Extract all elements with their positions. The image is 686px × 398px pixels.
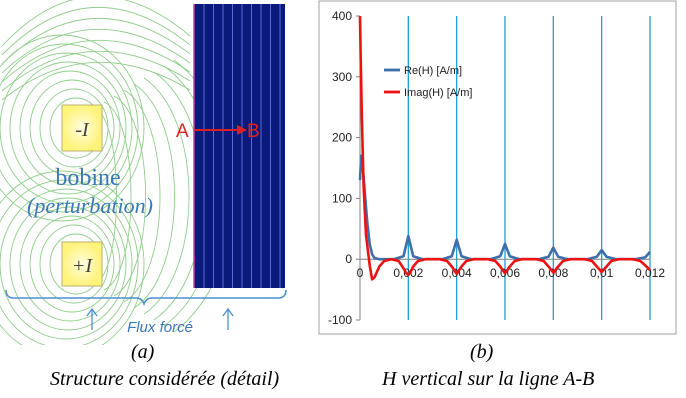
magnetic-field-lines [0, 0, 233, 345]
legend-label: Re(H) [A/m] [404, 65, 462, 77]
field-loop-top [0, 52, 133, 204]
series-line-0 [358, 154, 651, 261]
coil-label: bobine [55, 165, 120, 191]
y-tick-label: 0 [345, 252, 352, 266]
panel-a-caption: Structure considérée (détail) [50, 368, 280, 390]
conductor-bottom-label: +I [72, 255, 93, 277]
chart-legend: Re(H) [A/m] Imag(H) [A/m] [384, 65, 472, 99]
series-line-1 [358, 15, 651, 281]
conductor-bottom [61, 241, 103, 287]
y-tick-label: -100 [328, 313, 352, 327]
field-line-upper [1, 50, 191, 92]
field-line-upper [1, 18, 191, 65]
field-loop-top [0, 43, 139, 213]
field-loop-top [9, 61, 127, 195]
field-loop-bottom [0, 179, 139, 345]
field-line-upper [1, 7, 191, 56]
field-line-bridge [103, 101, 132, 291]
flux-arrow-left [86, 307, 98, 330]
field-line-bridge [123, 89, 161, 303]
field-line-bridge [93, 107, 117, 285]
legend-label: Imag(H) [A/m] [404, 87, 472, 99]
point-b-label: B [247, 121, 260, 142]
field-line-upper [1, 61, 191, 101]
field-line-upper [1, 0, 191, 47]
forced-flux-label: Flux forcé [127, 319, 193, 336]
point-a-label: A [176, 121, 189, 142]
flux-arrow-right [222, 307, 234, 330]
a-to-b-arrowhead [237, 125, 247, 135]
field-loop-bottom [0, 170, 145, 345]
chart-frame [318, 0, 677, 335]
y-tick-label: 300 [332, 70, 352, 84]
panel-b-caption: H vertical sur la ligne A-B [382, 368, 595, 390]
x-tick-label: 0 [357, 266, 364, 280]
panel-a-tag: (a) [131, 341, 155, 363]
conductive-plate [194, 4, 285, 288]
y-tick-label: 400 [332, 9, 352, 23]
field-loop-bottom [19, 206, 121, 322]
panel-b-tag: (b) [470, 341, 494, 363]
field-line-bridge [133, 83, 175, 309]
field-loop-top [29, 79, 115, 177]
y-tick-label: 100 [332, 191, 352, 205]
field-line-upper [1, 39, 191, 83]
field-loop-bottom [0, 188, 133, 340]
structure-diagram: -I +I bobine (perturbation) A B Flux for… [0, 0, 287, 345]
conductor-top [61, 104, 103, 152]
field-loop-top [19, 70, 121, 186]
coil-sub-label: (perturbation) [27, 193, 153, 218]
field-line-bridge [143, 77, 190, 315]
conductor-top-label: -I [75, 119, 90, 141]
field-loop-bottom [29, 215, 115, 313]
field-line-bridge [113, 95, 146, 297]
plate-laminations [203, 4, 281, 288]
flux-brace [5, 289, 287, 307]
y-tick-label: 200 [332, 131, 352, 145]
field-loop-bottom [9, 197, 127, 331]
x-tick-label: 0,012 [635, 266, 665, 280]
field-line-upper [1, 29, 191, 74]
